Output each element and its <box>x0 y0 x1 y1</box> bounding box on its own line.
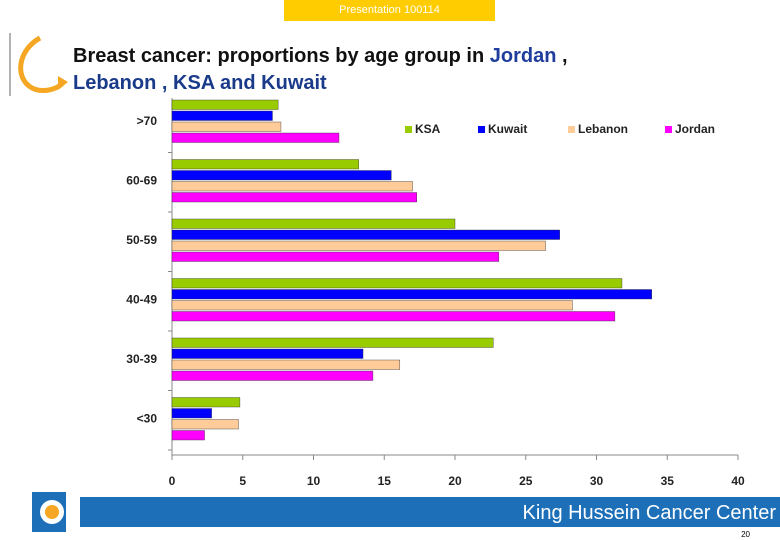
legend-swatch <box>405 126 412 133</box>
title-line: Breast cancer: proportions by age group … <box>73 43 568 70</box>
title: Breast cancer: proportions by age group … <box>73 43 568 97</box>
legend-label: Kuwait <box>488 122 527 136</box>
x-tick-label: 20 <box>448 474 462 488</box>
bar <box>171 240 546 251</box>
bar <box>171 229 560 240</box>
bar <box>171 419 239 430</box>
title-part: Lebanon , KSA and Kuwait <box>73 72 327 94</box>
bar <box>171 289 652 300</box>
bar <box>171 359 401 370</box>
bar <box>171 430 205 441</box>
bar <box>171 99 279 110</box>
bar <box>171 337 494 348</box>
x-tick-label: 15 <box>378 474 392 488</box>
bar <box>171 170 392 181</box>
bar <box>171 370 374 381</box>
title-line: Lebanon , KSA and Kuwait <box>73 70 568 97</box>
legend-swatch <box>478 126 485 133</box>
bar <box>171 311 616 322</box>
bar <box>171 121 282 132</box>
bar <box>171 408 212 419</box>
x-tick-label: 5 <box>239 474 246 488</box>
organization: King Hussein Cancer Center <box>522 502 776 524</box>
y-tick-label: <30 <box>137 412 158 426</box>
y-tick-label: 40-49 <box>126 293 157 307</box>
header-label: Presentation 100114 <box>284 0 495 21</box>
bar <box>171 300 573 311</box>
bar <box>171 397 241 408</box>
bar <box>171 132 340 143</box>
legend-swatch <box>568 126 575 133</box>
y-tick-label: 30-39 <box>126 352 157 366</box>
logo <box>32 492 66 532</box>
footer-band: King Hussein Cancer Center <box>80 497 780 527</box>
title-part: , <box>556 45 568 67</box>
bar <box>171 159 359 170</box>
x-tick-label: 25 <box>519 474 533 488</box>
page-number: 20 <box>741 530 750 539</box>
y-tick-label: 50-59 <box>126 233 157 247</box>
bar <box>171 181 413 192</box>
bar <box>171 278 623 289</box>
decoration <box>9 33 68 96</box>
x-tick-label: 40 <box>731 474 745 488</box>
x-tick-label: 10 <box>307 474 321 488</box>
bar <box>171 251 500 262</box>
bar <box>171 218 456 229</box>
title-part: Breast cancer: proportions by age group … <box>73 45 490 67</box>
legend-label: Jordan <box>675 122 715 136</box>
x-tick-label: 30 <box>590 474 604 488</box>
legend-label: KSA <box>415 122 441 136</box>
bar <box>171 348 364 359</box>
x-tick-label: 0 <box>169 474 176 488</box>
legend-swatch <box>665 126 672 133</box>
title-part: Jordan <box>489 45 557 67</box>
bar <box>171 192 417 203</box>
bar <box>171 110 273 121</box>
legend-label: Lebanon <box>578 122 628 136</box>
y-tick-label: >70 <box>137 114 158 128</box>
y-tick-label: 60-69 <box>126 174 157 188</box>
x-tick-label: 35 <box>661 474 675 488</box>
